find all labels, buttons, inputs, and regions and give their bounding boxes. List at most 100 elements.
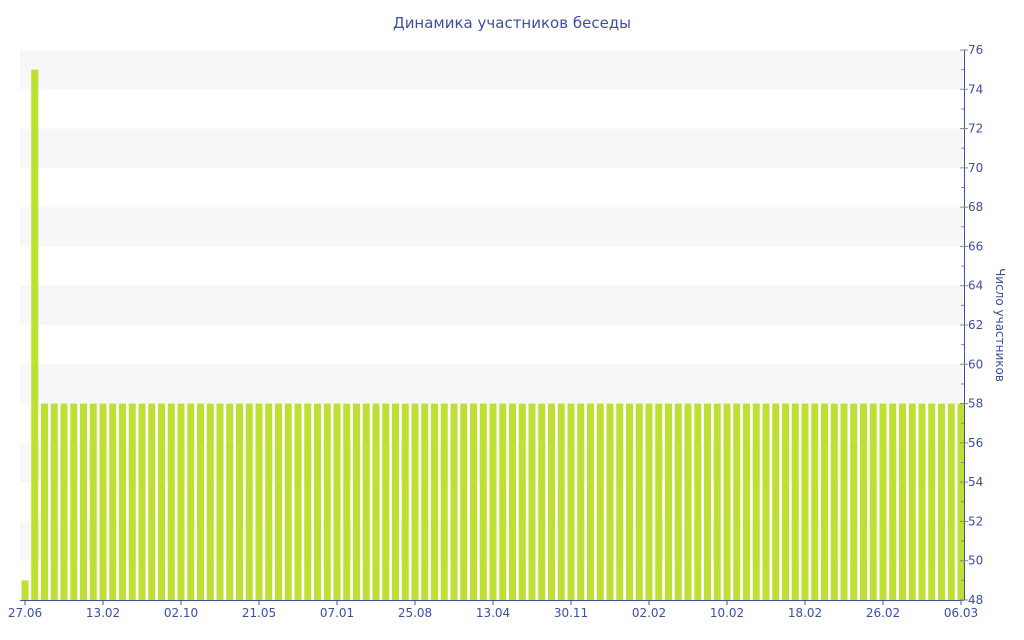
bar	[821, 403, 828, 600]
bar	[538, 403, 546, 600]
bar	[294, 403, 302, 600]
y-tick-label: 60	[968, 357, 983, 371]
bar	[216, 403, 224, 600]
bar	[314, 403, 321, 600]
y-tick-label: 66	[968, 239, 983, 253]
bar	[158, 403, 165, 600]
bar	[772, 403, 780, 600]
y-tick-label: 74	[968, 82, 983, 96]
bar	[343, 403, 351, 600]
bar	[411, 403, 419, 600]
x-tick-label: 25.08	[398, 606, 432, 620]
bar	[255, 403, 263, 600]
bar	[187, 403, 195, 600]
bar	[499, 403, 507, 600]
bar	[801, 403, 809, 600]
bar	[275, 403, 282, 600]
x-tick-label: 13.02	[86, 606, 120, 620]
y-tick-label: 68	[968, 200, 983, 214]
bar	[782, 403, 789, 600]
bar	[70, 403, 78, 600]
bar	[333, 403, 341, 600]
bar	[869, 403, 877, 600]
bar	[31, 69, 39, 600]
bar	[928, 403, 936, 600]
bar	[850, 403, 858, 600]
bar	[148, 403, 156, 600]
bar	[616, 403, 624, 600]
bar	[733, 403, 741, 600]
bar	[470, 403, 477, 600]
bar	[362, 403, 370, 600]
bar	[879, 403, 887, 600]
y-tick-label: 70	[968, 161, 983, 175]
bar	[743, 403, 750, 600]
bar	[177, 403, 185, 600]
y-tick-label: 64	[968, 279, 983, 293]
x-tick-label: 21.05	[242, 606, 276, 620]
bar	[431, 403, 438, 600]
bar	[60, 403, 68, 600]
grid-band	[20, 128, 963, 168]
x-tick-label: 30.11	[554, 606, 588, 620]
bar	[606, 403, 614, 600]
bar	[596, 403, 604, 600]
bar	[791, 403, 799, 600]
bar	[421, 403, 429, 600]
grid-band	[20, 50, 963, 90]
bar	[684, 403, 692, 600]
bar	[840, 403, 848, 600]
bar	[665, 403, 672, 600]
chart-title: Динамика участников беседы	[393, 14, 631, 32]
y-tick-label: 56	[968, 436, 983, 450]
bar	[908, 403, 916, 600]
bar	[918, 403, 926, 600]
bar	[206, 403, 214, 600]
bar	[89, 403, 97, 600]
bar	[41, 403, 48, 600]
bar	[509, 403, 516, 600]
bar	[372, 403, 380, 600]
bar	[713, 403, 721, 600]
bar	[109, 403, 117, 600]
bar	[645, 403, 653, 600]
bar	[548, 403, 555, 600]
bar	[830, 403, 838, 600]
bar	[382, 403, 390, 600]
grid-band	[20, 285, 963, 325]
bar	[265, 403, 273, 600]
bar	[392, 403, 399, 600]
y-tick-label: 54	[968, 475, 983, 489]
bar	[460, 403, 468, 600]
bar	[119, 403, 126, 600]
bar	[128, 403, 136, 600]
bar	[655, 403, 663, 600]
x-tick-label: 02.10	[164, 606, 198, 620]
bar	[567, 403, 575, 600]
x-tick-label: 06.03	[944, 606, 978, 620]
bar	[236, 403, 243, 600]
bar	[197, 403, 204, 600]
y-tick-label: 62	[968, 318, 983, 332]
bar	[80, 403, 87, 600]
y-tick-label: 52	[968, 514, 983, 528]
bar	[450, 403, 458, 600]
bar	[440, 403, 448, 600]
bar	[889, 403, 897, 600]
bar	[704, 403, 711, 600]
bar	[938, 403, 945, 600]
bar	[899, 403, 906, 600]
bar	[479, 403, 487, 600]
bar	[99, 403, 107, 600]
x-tick-label: 27.06	[8, 606, 42, 620]
bar	[860, 403, 867, 600]
x-tick-label: 07.01	[320, 606, 354, 620]
x-tick-label: 18.02	[788, 606, 822, 620]
x-tick-label: 02.02	[632, 606, 666, 620]
bar	[674, 403, 682, 600]
bar	[557, 403, 565, 600]
bar	[138, 403, 146, 600]
bar	[811, 403, 819, 600]
y-tick-label: 58	[968, 397, 983, 411]
